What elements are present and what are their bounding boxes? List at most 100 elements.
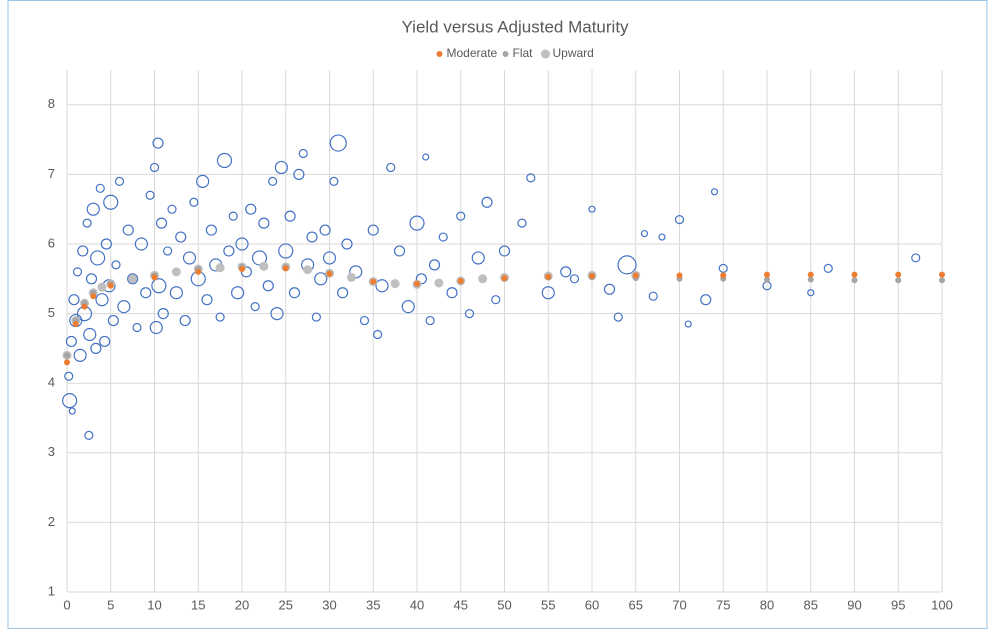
y-tick-label: 7 [48, 166, 55, 181]
bubble [541, 286, 555, 300]
bubble [274, 160, 288, 175]
bubble [228, 211, 238, 221]
y-tick-label: 5 [48, 305, 55, 320]
bubble [73, 348, 87, 362]
bubble [446, 287, 458, 299]
bubble [341, 238, 353, 250]
bubble [498, 245, 511, 257]
bubble [107, 314, 119, 327]
bubble [471, 251, 485, 265]
bubble [481, 196, 493, 208]
bubble [90, 342, 102, 354]
bubble [640, 229, 649, 238]
bubble [196, 174, 210, 188]
bubble [122, 224, 134, 236]
curve-point [589, 273, 595, 280]
bubble [456, 211, 466, 221]
bubble [329, 176, 339, 186]
legend-label: Upward [553, 46, 594, 60]
bubble [293, 168, 305, 180]
bubble [175, 231, 187, 243]
bubble [464, 309, 475, 319]
bubble [235, 237, 249, 251]
x-tick-label: 95 [891, 597, 905, 612]
bubble [617, 255, 637, 275]
bubble [182, 251, 197, 265]
bubble [163, 246, 173, 256]
bubble [82, 218, 92, 228]
bubble [68, 294, 80, 306]
x-tick-label: 25 [279, 597, 293, 612]
x-tick-label: 75 [716, 597, 730, 612]
x-tick-label: 10 [147, 597, 161, 612]
bubble [613, 312, 623, 322]
bubble [65, 335, 77, 348]
bubble [103, 194, 119, 210]
curve-point [851, 277, 858, 284]
curve-point [107, 282, 114, 289]
bubble [314, 272, 328, 286]
bubble [95, 183, 105, 193]
bubble [77, 245, 89, 257]
bubble [823, 263, 833, 273]
bubble [117, 300, 131, 314]
legend-label: Flat [513, 46, 534, 60]
bubble [710, 188, 719, 196]
bubble [111, 260, 121, 270]
bubble [674, 215, 685, 225]
curve-point [326, 270, 333, 277]
curve-point [720, 272, 727, 279]
bubble [393, 245, 406, 257]
bubble [298, 148, 308, 159]
legend: Moderate Flat Upward [436, 46, 594, 60]
bubble [216, 152, 233, 169]
bubble [223, 245, 235, 257]
bubble [151, 278, 167, 294]
bubble [169, 286, 183, 300]
legend-marker [436, 51, 443, 57]
bubble [231, 286, 245, 300]
bubble [149, 162, 160, 173]
curve-point [414, 280, 420, 287]
bubble [319, 224, 331, 236]
chart-title: Yield versus Adjusted Maturity [401, 17, 629, 36]
curve-point [807, 276, 814, 283]
bubble [157, 308, 169, 320]
x-tick-label: 55 [541, 597, 555, 612]
bubble [149, 320, 163, 335]
x-tick-label: 35 [366, 597, 380, 612]
curve-point [64, 359, 70, 366]
bubble [648, 291, 658, 301]
bubble [72, 267, 83, 277]
curve-point [128, 274, 138, 284]
bubble [284, 210, 296, 222]
curve-point [97, 282, 107, 292]
bubble [588, 205, 596, 213]
x-tick-label: 45 [454, 597, 468, 612]
bubble [167, 204, 177, 214]
bubble [179, 314, 191, 327]
bubble [86, 202, 100, 216]
curve-point [90, 293, 97, 300]
bubble [250, 302, 260, 312]
bubble [288, 287, 301, 299]
curve-point [807, 271, 814, 278]
bubble [367, 224, 379, 236]
x-tick-label: 20 [235, 597, 249, 612]
y-tick-label: 2 [48, 514, 55, 529]
bubble [132, 322, 142, 333]
curve-point [939, 271, 945, 278]
curve-point [239, 266, 245, 273]
bubble [84, 430, 94, 440]
curve-point [151, 274, 158, 281]
bubble [658, 233, 666, 241]
curve-point [501, 275, 508, 282]
bubble [569, 274, 580, 284]
x-tick-label: 15 [191, 597, 205, 612]
x-tick-label: 40 [410, 597, 424, 612]
bubble [603, 283, 616, 295]
bubble [375, 279, 389, 293]
bubble [322, 251, 337, 265]
curve-point [303, 265, 313, 275]
